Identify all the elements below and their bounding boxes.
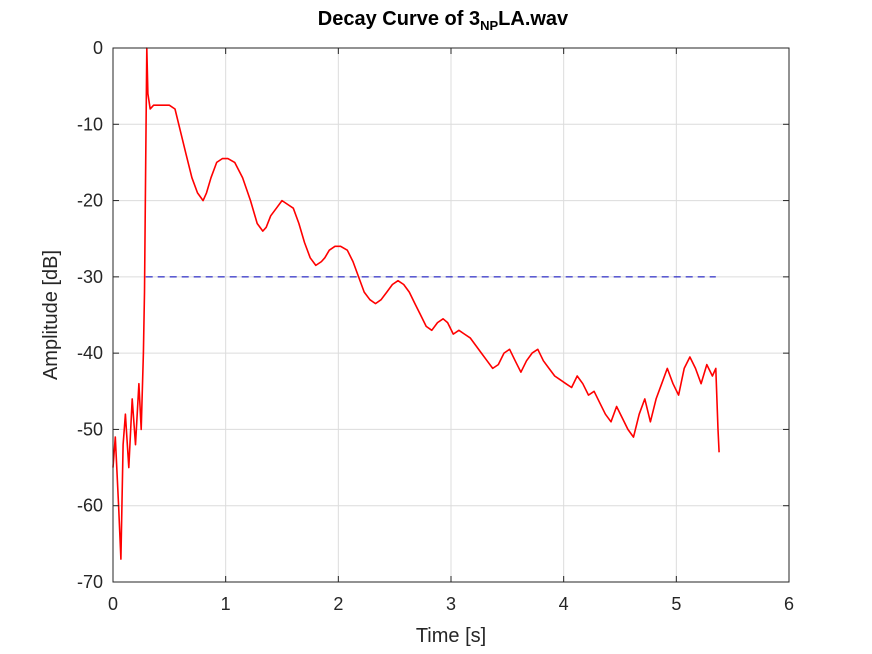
chart-title-suffix: LA.wav	[498, 8, 569, 30]
x-tick-label: 4	[559, 594, 569, 614]
x-tick-label: 3	[446, 594, 456, 614]
y-tick-label: -20	[77, 191, 103, 211]
x-tick-label: 1	[221, 594, 231, 614]
grid	[112, 47, 790, 583]
x-tick-label: 6	[784, 594, 794, 614]
x-axis-label: Time [s]	[416, 625, 486, 647]
y-axis-ticks: 0 -10 -20 -30 -40 -50 -60 -70	[77, 38, 789, 592]
y-tick-label: -40	[77, 343, 103, 363]
y-tick-label: 0	[93, 38, 103, 58]
chart-title-main: Decay Curve of 3	[318, 8, 480, 30]
y-axis-label: Amplitude [dB]	[40, 250, 62, 380]
y-tick-label: -70	[77, 572, 103, 592]
decay-curve-line	[112, 47, 720, 560]
chart-title-subscript: NP	[480, 18, 498, 33]
x-tick-label: 0	[108, 594, 118, 614]
y-tick-label: -10	[77, 114, 103, 134]
y-tick-label: -30	[77, 267, 103, 287]
x-tick-label: 5	[671, 594, 681, 614]
y-tick-label: -50	[77, 419, 103, 439]
y-tick-label: -60	[77, 496, 103, 516]
x-tick-label: 2	[333, 594, 343, 614]
chart-title: Decay Curve of 3NPLA.wav	[318, 8, 569, 33]
plot-series	[112, 47, 720, 560]
x-axis-ticks: 0 1 2 3 4 5 6	[108, 48, 794, 614]
